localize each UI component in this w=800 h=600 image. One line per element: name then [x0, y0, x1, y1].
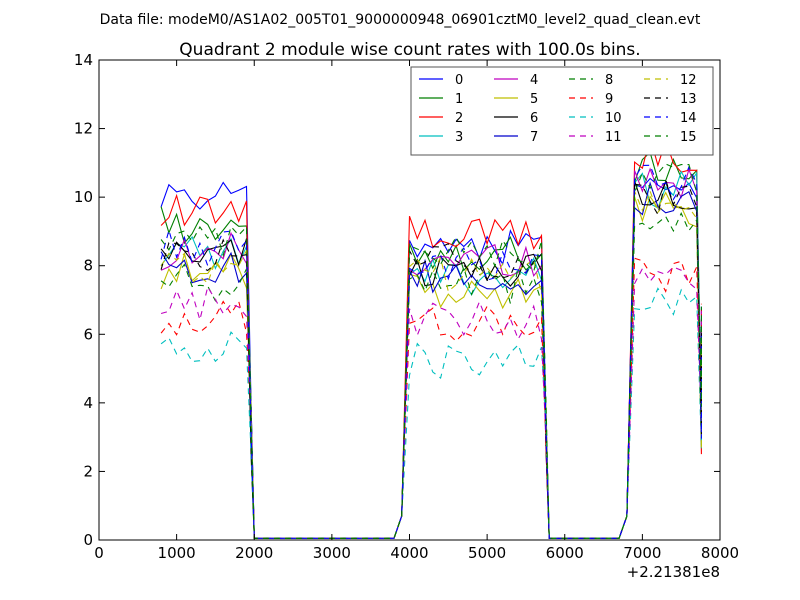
- y-tick-label: 2: [83, 462, 93, 480]
- y-tick-label: 8: [83, 257, 93, 275]
- series-line-1: [160, 151, 702, 539]
- series-line-5: [160, 191, 702, 539]
- legend-label-2: 2: [455, 111, 463, 126]
- x-tick-label: 2000: [235, 544, 273, 562]
- chart-title: Quadrant 2 module wise count rates with …: [179, 40, 640, 60]
- legend-label-0: 0: [455, 73, 463, 88]
- y-tick-label: 14: [74, 51, 93, 69]
- legend-label-3: 3: [455, 130, 463, 145]
- legend-label-6: 6: [530, 111, 538, 126]
- x-tick-label: 7000: [623, 544, 661, 562]
- series-line-3: [160, 170, 702, 539]
- series-line-14: [160, 164, 702, 539]
- y-tick-label: 4: [83, 394, 93, 412]
- legend-label-10: 10: [605, 111, 622, 126]
- legend-label-12: 12: [680, 73, 697, 88]
- series-line-4: [160, 167, 702, 539]
- series-line-11: [160, 266, 702, 539]
- x-tick-label: 0: [94, 544, 104, 562]
- legend-label-4: 4: [530, 73, 538, 88]
- legend-label-15: 15: [680, 130, 697, 145]
- x-tick-label: 5000: [468, 544, 506, 562]
- series-line-6: [160, 180, 702, 539]
- legend-label-1: 1: [455, 92, 463, 107]
- legend-box: [410, 66, 714, 156]
- series-line-0: [160, 177, 702, 539]
- legend-label-11: 11: [605, 130, 622, 145]
- series-line-15: [160, 163, 702, 539]
- x-tick-label: 3000: [313, 544, 351, 562]
- legend-label-13: 13: [680, 92, 697, 107]
- series-line-2: [160, 135, 702, 539]
- series-line-9: [160, 257, 702, 539]
- y-tick-label: 10: [74, 188, 93, 206]
- x-tick-label: 4000: [390, 544, 428, 562]
- legend-label-8: 8: [605, 73, 613, 88]
- axes: 0 1000 2000 3000 4000 5000 6000 7000 80000246810…: [74, 51, 739, 562]
- legend-label-5: 5: [530, 92, 538, 107]
- legend-label-9: 9: [605, 92, 613, 107]
- series-line-7: [160, 181, 702, 539]
- y-tick-label: 0: [83, 531, 93, 549]
- y-tick-label: 6: [83, 325, 93, 343]
- y-tick-label: 12: [74, 120, 93, 138]
- data-file-text: Data file: modeM0/AS1A02_005T01_90000009…: [100, 12, 701, 28]
- series-line-10: [160, 287, 702, 539]
- x-tick-label: 1000: [158, 544, 196, 562]
- legend-label-14: 14: [680, 111, 697, 126]
- legend-label-7: 7: [530, 130, 538, 145]
- x-tick-label: 6000: [546, 544, 584, 562]
- series-lines: [160, 135, 702, 539]
- x-offset-label: +2.21381e8: [627, 563, 720, 581]
- x-tick-label: 8000: [701, 544, 739, 562]
- series-line-13: [160, 177, 702, 539]
